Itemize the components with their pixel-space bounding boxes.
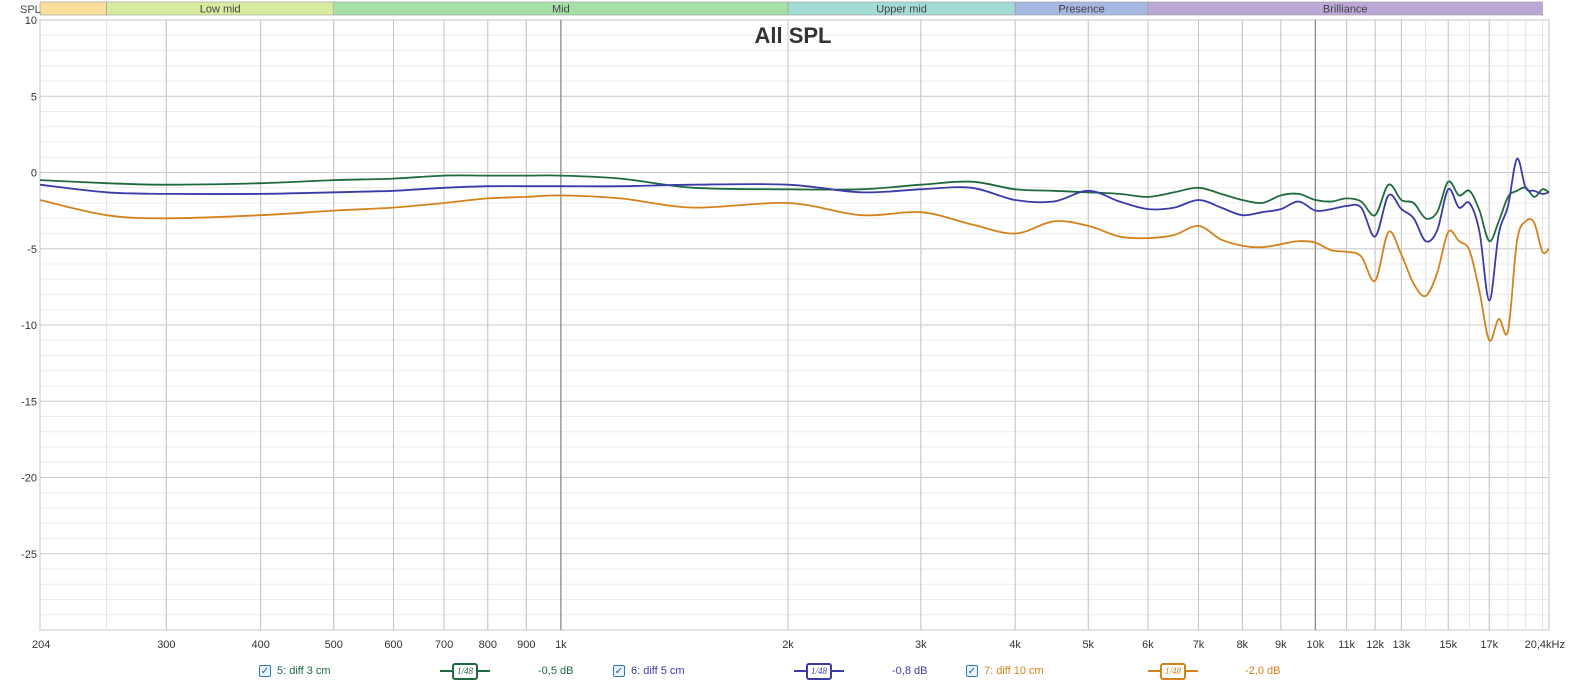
x-tick-label: 300 [157, 639, 175, 651]
x-tick-label: 9k [1275, 639, 1287, 651]
y-tick-label: -15 [21, 396, 37, 408]
offset-value-7: -2,0 dB [1245, 665, 1281, 677]
band-label-1: Low mid [200, 4, 241, 16]
y-tick-label: -10 [21, 320, 37, 332]
legend-item-6[interactable]: ✓ 6: diff 5 cm [613, 662, 685, 680]
y-tick-label: -25 [21, 549, 37, 561]
x-tick-label: 17k [1480, 639, 1498, 651]
x-tick-label: 10k [1307, 639, 1325, 651]
curves [39, 157, 1550, 342]
x-tick-label: 400 [251, 639, 269, 651]
y-tick-label: -20 [21, 473, 37, 485]
x-tick-label: 3k [915, 639, 927, 651]
spl-chart: Low mid Mid Upper mid Presence Brilliance SP… [20, 1, 1565, 651]
band-label-2: Mid [552, 4, 570, 16]
x-tick-label: 5k [1082, 639, 1094, 651]
series-line-5 [39, 174, 1550, 243]
smoothing-indicator-6[interactable]: 1/48 [794, 662, 844, 680]
band-label-4: Presence [1058, 4, 1104, 16]
checkbox-6[interactable]: ✓ [613, 665, 625, 677]
legend-label-5: 5: diff 3 cm [277, 665, 331, 677]
x-tick-label: 900 [517, 639, 535, 651]
x-tick-label: 20,4kHz [1525, 639, 1565, 651]
y-tick-label: 10 [25, 15, 37, 27]
y-tick-label: -5 [27, 244, 37, 256]
checkbox-7[interactable]: ✓ [966, 665, 978, 677]
x-tick-label: 204 [32, 639, 50, 651]
x-tick-label: 800 [479, 639, 497, 651]
band-5 [1147, 1, 1543, 16]
x-tick-labels: 204 300 400 500 600 700 800 900 1k 2k 3k 4k 5k 6k 7k 8k… [32, 639, 1565, 651]
legend-item-7[interactable]: ✓ 7: diff 10 cm [966, 662, 1044, 680]
x-tick-label: 500 [325, 639, 343, 651]
smoothing-label-6: 1/48 [806, 662, 832, 680]
x-tick-label: 4k [1009, 639, 1021, 651]
band-label-3: Upper mid [876, 4, 927, 16]
x-tick-label: 11k [1338, 639, 1355, 651]
band-0 [39, 1, 107, 16]
x-tick-label: 7k [1193, 639, 1205, 651]
x-tick-label: 6k [1142, 639, 1154, 651]
offset-value-6: -0,8 dB [892, 665, 928, 677]
y-tick-labels: 10 5 0 -5 -10 -15 -20 -25 [21, 15, 37, 561]
x-tick-label: 12k [1366, 639, 1384, 651]
y-axis-label: SPL [20, 4, 41, 16]
chart-title: All SPL [754, 23, 831, 48]
x-tick-label: 8k [1236, 639, 1248, 651]
legend-label-7: 7: diff 10 cm [984, 665, 1044, 677]
x-tick-label: 600 [384, 639, 402, 651]
smoothing-indicator-7[interactable]: 1/48 [1148, 662, 1198, 680]
band-label-5: Brilliance [1323, 4, 1368, 16]
frequency-band-bar: Low mid Mid Upper mid Presence Brilliance [39, 1, 1543, 16]
smoothing-label-7: 1/48 [1160, 662, 1186, 680]
x-tick-label: 1k [555, 639, 567, 651]
legend-label-6: 6: diff 5 cm [631, 665, 685, 677]
y-tick-label: 0 [31, 168, 37, 180]
offset-value-5: -0,5 dB [538, 665, 574, 677]
series-line-6 [39, 157, 1550, 302]
smoothing-indicator-5[interactable]: 1/48 [440, 662, 490, 680]
x-tick-label: 2k [782, 639, 794, 651]
y-tick-label: 5 [31, 91, 37, 103]
series-line-7 [39, 194, 1550, 342]
x-tick-label: 15k [1439, 639, 1457, 651]
grid [39, 19, 1550, 631]
smoothing-label-5: 1/48 [452, 662, 478, 680]
x-tick-label: 13k [1392, 639, 1410, 651]
legend-item-5[interactable]: ✓ 5: diff 3 cm [259, 662, 331, 680]
legend: ✓ 5: diff 3 cm 1/48 -0,5 dB ✓ 6: diff 5 … [0, 662, 1583, 682]
x-tick-label: 700 [435, 639, 453, 651]
checkbox-5[interactable]: ✓ [259, 665, 271, 677]
